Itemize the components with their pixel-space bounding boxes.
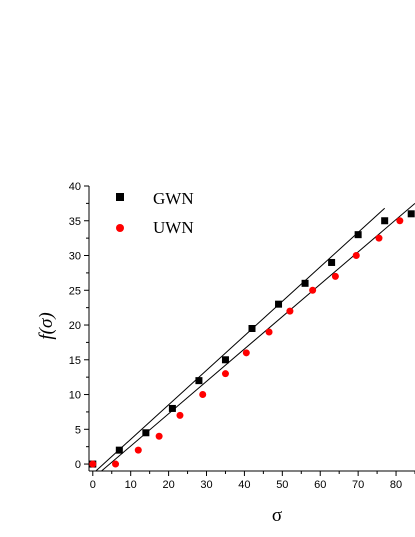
legend-label-gwn: GWN xyxy=(153,189,194,208)
x-tick-label: 50 xyxy=(276,479,288,491)
uwn-point xyxy=(352,252,360,260)
gwn-point xyxy=(301,279,309,287)
uwn-point xyxy=(112,460,120,468)
x-tick-label: 10 xyxy=(125,479,137,491)
legend: GWN UWN xyxy=(116,189,194,237)
x-tick-label: 40 xyxy=(238,479,250,491)
uwn-point xyxy=(89,460,97,468)
uwn-point xyxy=(396,217,404,225)
x-tick-label: 30 xyxy=(200,479,212,491)
x-tick-label: 60 xyxy=(314,479,326,491)
y-tick-label: 35 xyxy=(69,216,81,228)
gwn-point xyxy=(407,210,415,218)
ticks: 0 10 20 30 40 50 60 70 80 0 5 10 15 20 25 30 35 40 xyxy=(69,181,415,491)
gwn-point xyxy=(115,446,123,454)
y-tick-label: 5 xyxy=(75,424,81,436)
gwn-point xyxy=(168,404,176,412)
gwn-point xyxy=(275,300,283,308)
gwn-point xyxy=(381,217,389,225)
uwn-point xyxy=(309,286,317,294)
x-tick-label: 0 xyxy=(90,479,96,491)
y-tick-label: 40 xyxy=(69,181,81,193)
gwn-point xyxy=(195,377,203,385)
x-tick-label: 70 xyxy=(352,479,364,491)
uwn-fit-line xyxy=(101,202,415,472)
y-tick-label: 10 xyxy=(69,390,81,402)
gwn-point xyxy=(248,325,256,332)
uwn-point xyxy=(375,234,383,242)
uwn-point xyxy=(155,432,163,440)
uwn-point xyxy=(265,328,273,336)
data-points xyxy=(89,210,415,468)
x-tick-label: 80 xyxy=(390,479,402,491)
y-axis-title: f(σ) xyxy=(36,312,57,339)
y-tick-label: 20 xyxy=(69,320,81,332)
legend-marker-uwn xyxy=(116,224,124,232)
gwn-point xyxy=(142,429,150,437)
uwn-point xyxy=(331,272,339,280)
uwn-point xyxy=(134,446,142,454)
uwn-point xyxy=(286,307,294,315)
uwn-point xyxy=(221,370,229,378)
x-tick-label: 20 xyxy=(162,479,174,491)
gwn-point xyxy=(354,231,362,239)
y-tick-label: 0 xyxy=(75,459,81,471)
x-axis-title: σ xyxy=(272,505,282,526)
fit-lines xyxy=(95,202,415,472)
gwn-point xyxy=(221,356,229,364)
gwn-fit-line xyxy=(95,207,386,472)
uwn-point xyxy=(176,411,184,419)
uwn-point xyxy=(199,391,207,399)
gwn-point xyxy=(328,258,336,266)
axes xyxy=(88,186,415,472)
y-tick-label: 25 xyxy=(69,285,81,297)
y-tick-label: 15 xyxy=(69,355,81,367)
y-tick-label: 30 xyxy=(69,251,81,263)
legend-marker-gwn xyxy=(116,193,124,201)
uwn-point xyxy=(242,349,250,357)
legend-label-uwn: UWN xyxy=(153,218,194,237)
